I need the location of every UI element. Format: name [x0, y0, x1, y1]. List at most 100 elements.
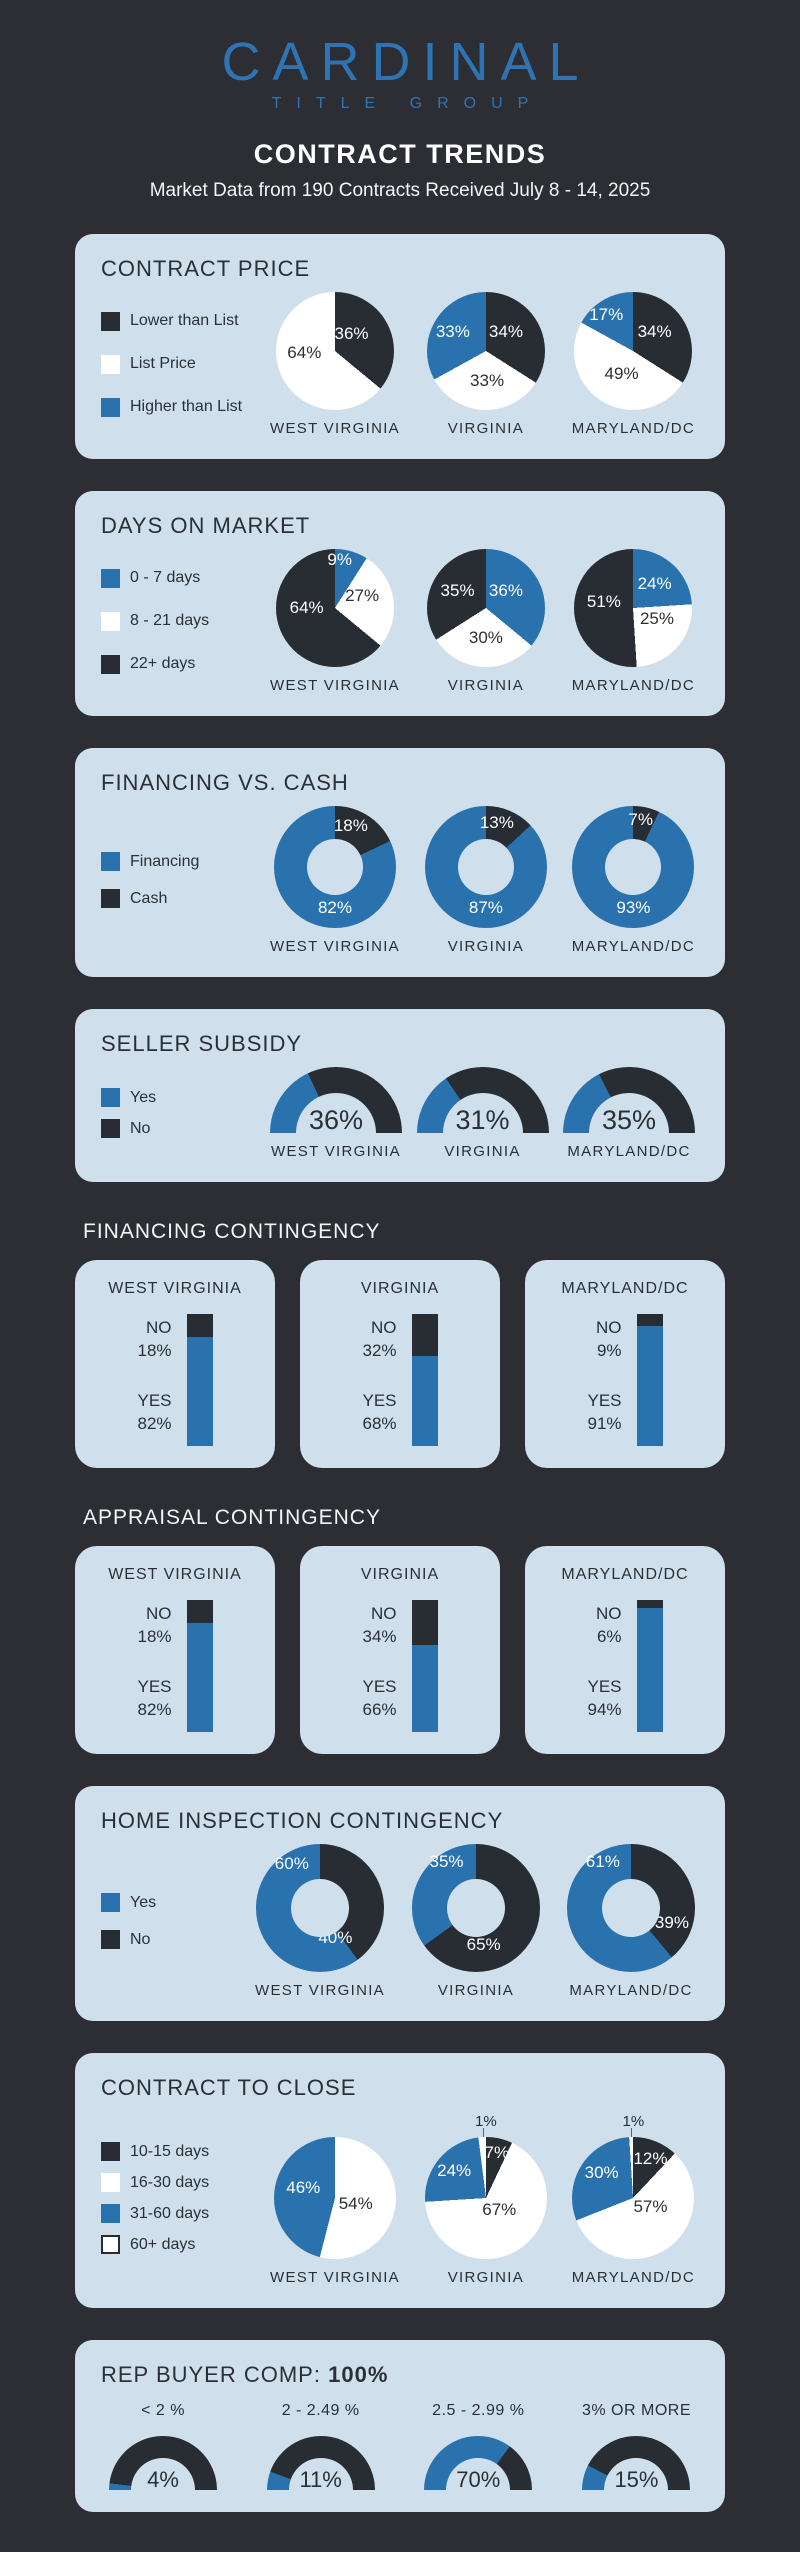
- panel-days-on-market: DAYS ON MARKET 0 - 7 days 8 - 21 days 22…: [75, 490, 725, 716]
- legend-label: Yes: [130, 1893, 157, 1911]
- region-label: VIRGINIA: [437, 1981, 515, 1999]
- yes-value: 82%: [137, 1413, 172, 1433]
- stacked-bar: [186, 1599, 213, 1732]
- yes-value: 82%: [137, 1699, 172, 1719]
- page-title: CONTRACT TRENDS: [253, 138, 547, 169]
- legend-item: List Price: [101, 354, 266, 374]
- slice-label: 87%: [468, 898, 503, 918]
- no-value: 32%: [362, 1340, 397, 1360]
- stacked-bar: [636, 1313, 663, 1446]
- category-label: 2.5 - 2.99 %: [432, 2401, 525, 2419]
- slice-label: 17%: [589, 305, 624, 325]
- stacked-bar: [636, 1599, 663, 1732]
- pie-chart: 46% 54%: [273, 2136, 396, 2259]
- section-title: SELLER SUBSIDY: [101, 1030, 303, 1056]
- panel-home-inspection: HOME INSPECTION CONTINGENCY Yes No 60% 4…: [75, 1785, 725, 2021]
- pie-chart: 36% 64%: [275, 291, 394, 410]
- legend-label: Higher than List: [130, 398, 243, 416]
- slice-label: 82%: [317, 898, 352, 918]
- legend-swatch-dark: [101, 1119, 120, 1139]
- cardinal-logo: CARDINAL: [221, 32, 591, 92]
- slice-label: 30%: [468, 628, 503, 648]
- gauge-chart: 11%: [266, 2435, 375, 2490]
- region-label: WEST VIRGINIA: [271, 1142, 401, 1160]
- slice-label: 35%: [440, 581, 475, 601]
- chart-contract-to-close-va: 1% 7% 67% 24% VIRGINIA: [424, 2111, 547, 2286]
- gauge-chart: 36%: [270, 1066, 402, 1133]
- gauge-seller-subsidy-va: 31% VIRGINIA: [416, 1066, 549, 1160]
- pie-chart: 36% 30% 35%: [426, 548, 545, 667]
- slice-label: 36%: [488, 581, 523, 601]
- slice-label: 7%: [628, 810, 653, 830]
- bar-labels: NO 18% YES 82%: [137, 1600, 171, 1722]
- slice-label: 65%: [466, 1934, 501, 1954]
- page-subtitle: Market Data from 190 Contracts Received …: [149, 179, 651, 201]
- legend-item: 0 - 7 days: [101, 568, 266, 588]
- donut-hole: [605, 838, 662, 895]
- chart-home-inspection-va: 35% 65% VIRGINIA: [411, 1843, 540, 1999]
- bar-segment-no: [411, 1599, 438, 1645]
- card-title: MARYLAND/DC: [561, 1565, 689, 1583]
- pie-chart: 24% 25% 51%: [574, 548, 693, 667]
- legend-label: 16-30 days: [130, 2173, 210, 2191]
- region-label: WEST VIRGINIA: [270, 937, 400, 955]
- chart-home-inspection-wv: 60% 40% WEST VIRGINIA: [255, 1843, 385, 1999]
- region-label: VIRGINIA: [447, 2268, 524, 2286]
- no-value: 18%: [137, 1626, 172, 1646]
- callout-line: [483, 2127, 485, 2137]
- no-label: NO: [596, 1317, 622, 1337]
- donut-hole: [290, 1878, 349, 1937]
- slice-label: 7%: [484, 2142, 510, 2162]
- gauge-value: 35%: [601, 1104, 657, 1133]
- gauge-rep-comp-2-249: 2 - 2.49 % 11%: [266, 2402, 375, 2490]
- section-title: CONTRACT PRICE: [101, 255, 311, 281]
- legend-swatch-dark: [101, 311, 120, 331]
- donut-chart: 61% 39%: [566, 1843, 695, 1972]
- slice-label: 64%: [287, 343, 322, 363]
- yes-value: 68%: [362, 1413, 397, 1433]
- slice-label: 18%: [333, 816, 368, 836]
- bar-segment-no: [636, 1599, 663, 1608]
- bar-segment-yes: [411, 1644, 438, 1732]
- legend-item: Cash: [101, 889, 266, 909]
- chart-days-va: 36% 30% 35% VIRGINIA: [426, 548, 545, 694]
- slice-label: 24%: [637, 574, 672, 594]
- slice-label: 93%: [616, 898, 651, 918]
- legend-seller-subsidy: Yes No: [101, 1088, 266, 1139]
- legend-item: Financing: [101, 852, 266, 872]
- legend-home-inspection: Yes No: [101, 1893, 251, 1950]
- yes-label: YES: [587, 1676, 622, 1696]
- gauge-rep-comp-3-or-more: 3% OR MORE 15%: [582, 2402, 691, 2490]
- legend-label: List Price: [130, 355, 196, 373]
- region-label: WEST VIRGINIA: [270, 419, 400, 437]
- legend-label: 60+ days: [130, 2235, 196, 2253]
- region-label: VIRGINIA: [447, 419, 524, 437]
- legend-item: 16-30 days: [101, 2173, 266, 2193]
- no-value: 18%: [137, 1340, 172, 1360]
- legend-label: No: [130, 1930, 151, 1948]
- legend-item: No: [101, 1119, 266, 1139]
- slice-label: 33%: [470, 371, 505, 391]
- legend-swatch-white-outline: [101, 2235, 120, 2255]
- logo-subtitle: TITLE GROUP: [271, 94, 544, 112]
- card-financing-contingency-wv: WEST VIRGINIA NO 18% YES 82%: [75, 1259, 275, 1468]
- region-label: MARYLAND/DC: [571, 676, 695, 694]
- category-label: < 2 %: [141, 2401, 185, 2419]
- section-title: DAYS ON MARKET: [101, 512, 311, 538]
- pie-chart: 9% 27% 64%: [275, 548, 394, 667]
- panel-seller-subsidy: SELLER SUBSIDY Yes No 36% WEST VIRGINIA: [75, 1008, 725, 1182]
- no-value: 6%: [596, 1626, 622, 1646]
- slice-label: 13%: [479, 812, 514, 832]
- legend-label: 31-60 days: [130, 2204, 210, 2222]
- card-title: WEST VIRGINIA: [108, 1565, 242, 1583]
- region-label: MARYLAND/DC: [571, 937, 695, 955]
- legend-days-on-market: 0 - 7 days 8 - 21 days 22+ days: [101, 568, 266, 674]
- callout-line: [630, 2127, 632, 2137]
- chart-financing-md: 7% 93% MARYLAND/DC: [571, 805, 695, 955]
- legend-label: Cash: [130, 889, 168, 907]
- slice-label: 34%: [488, 321, 523, 341]
- card-title: WEST VIRGINIA: [108, 1279, 242, 1297]
- bar-labels: NO 34% YES 66%: [362, 1600, 396, 1722]
- card-title: MARYLAND/DC: [561, 1279, 689, 1297]
- yes-value: 66%: [362, 1699, 397, 1719]
